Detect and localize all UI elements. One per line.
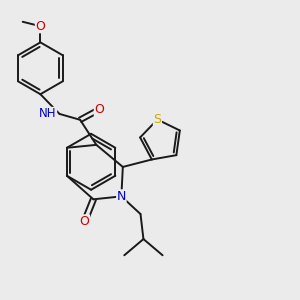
Text: S: S [153, 113, 161, 126]
Text: O: O [35, 20, 45, 33]
Text: N: N [117, 190, 126, 203]
Text: NH: NH [39, 107, 57, 120]
Text: O: O [80, 215, 89, 228]
Text: O: O [94, 103, 104, 116]
